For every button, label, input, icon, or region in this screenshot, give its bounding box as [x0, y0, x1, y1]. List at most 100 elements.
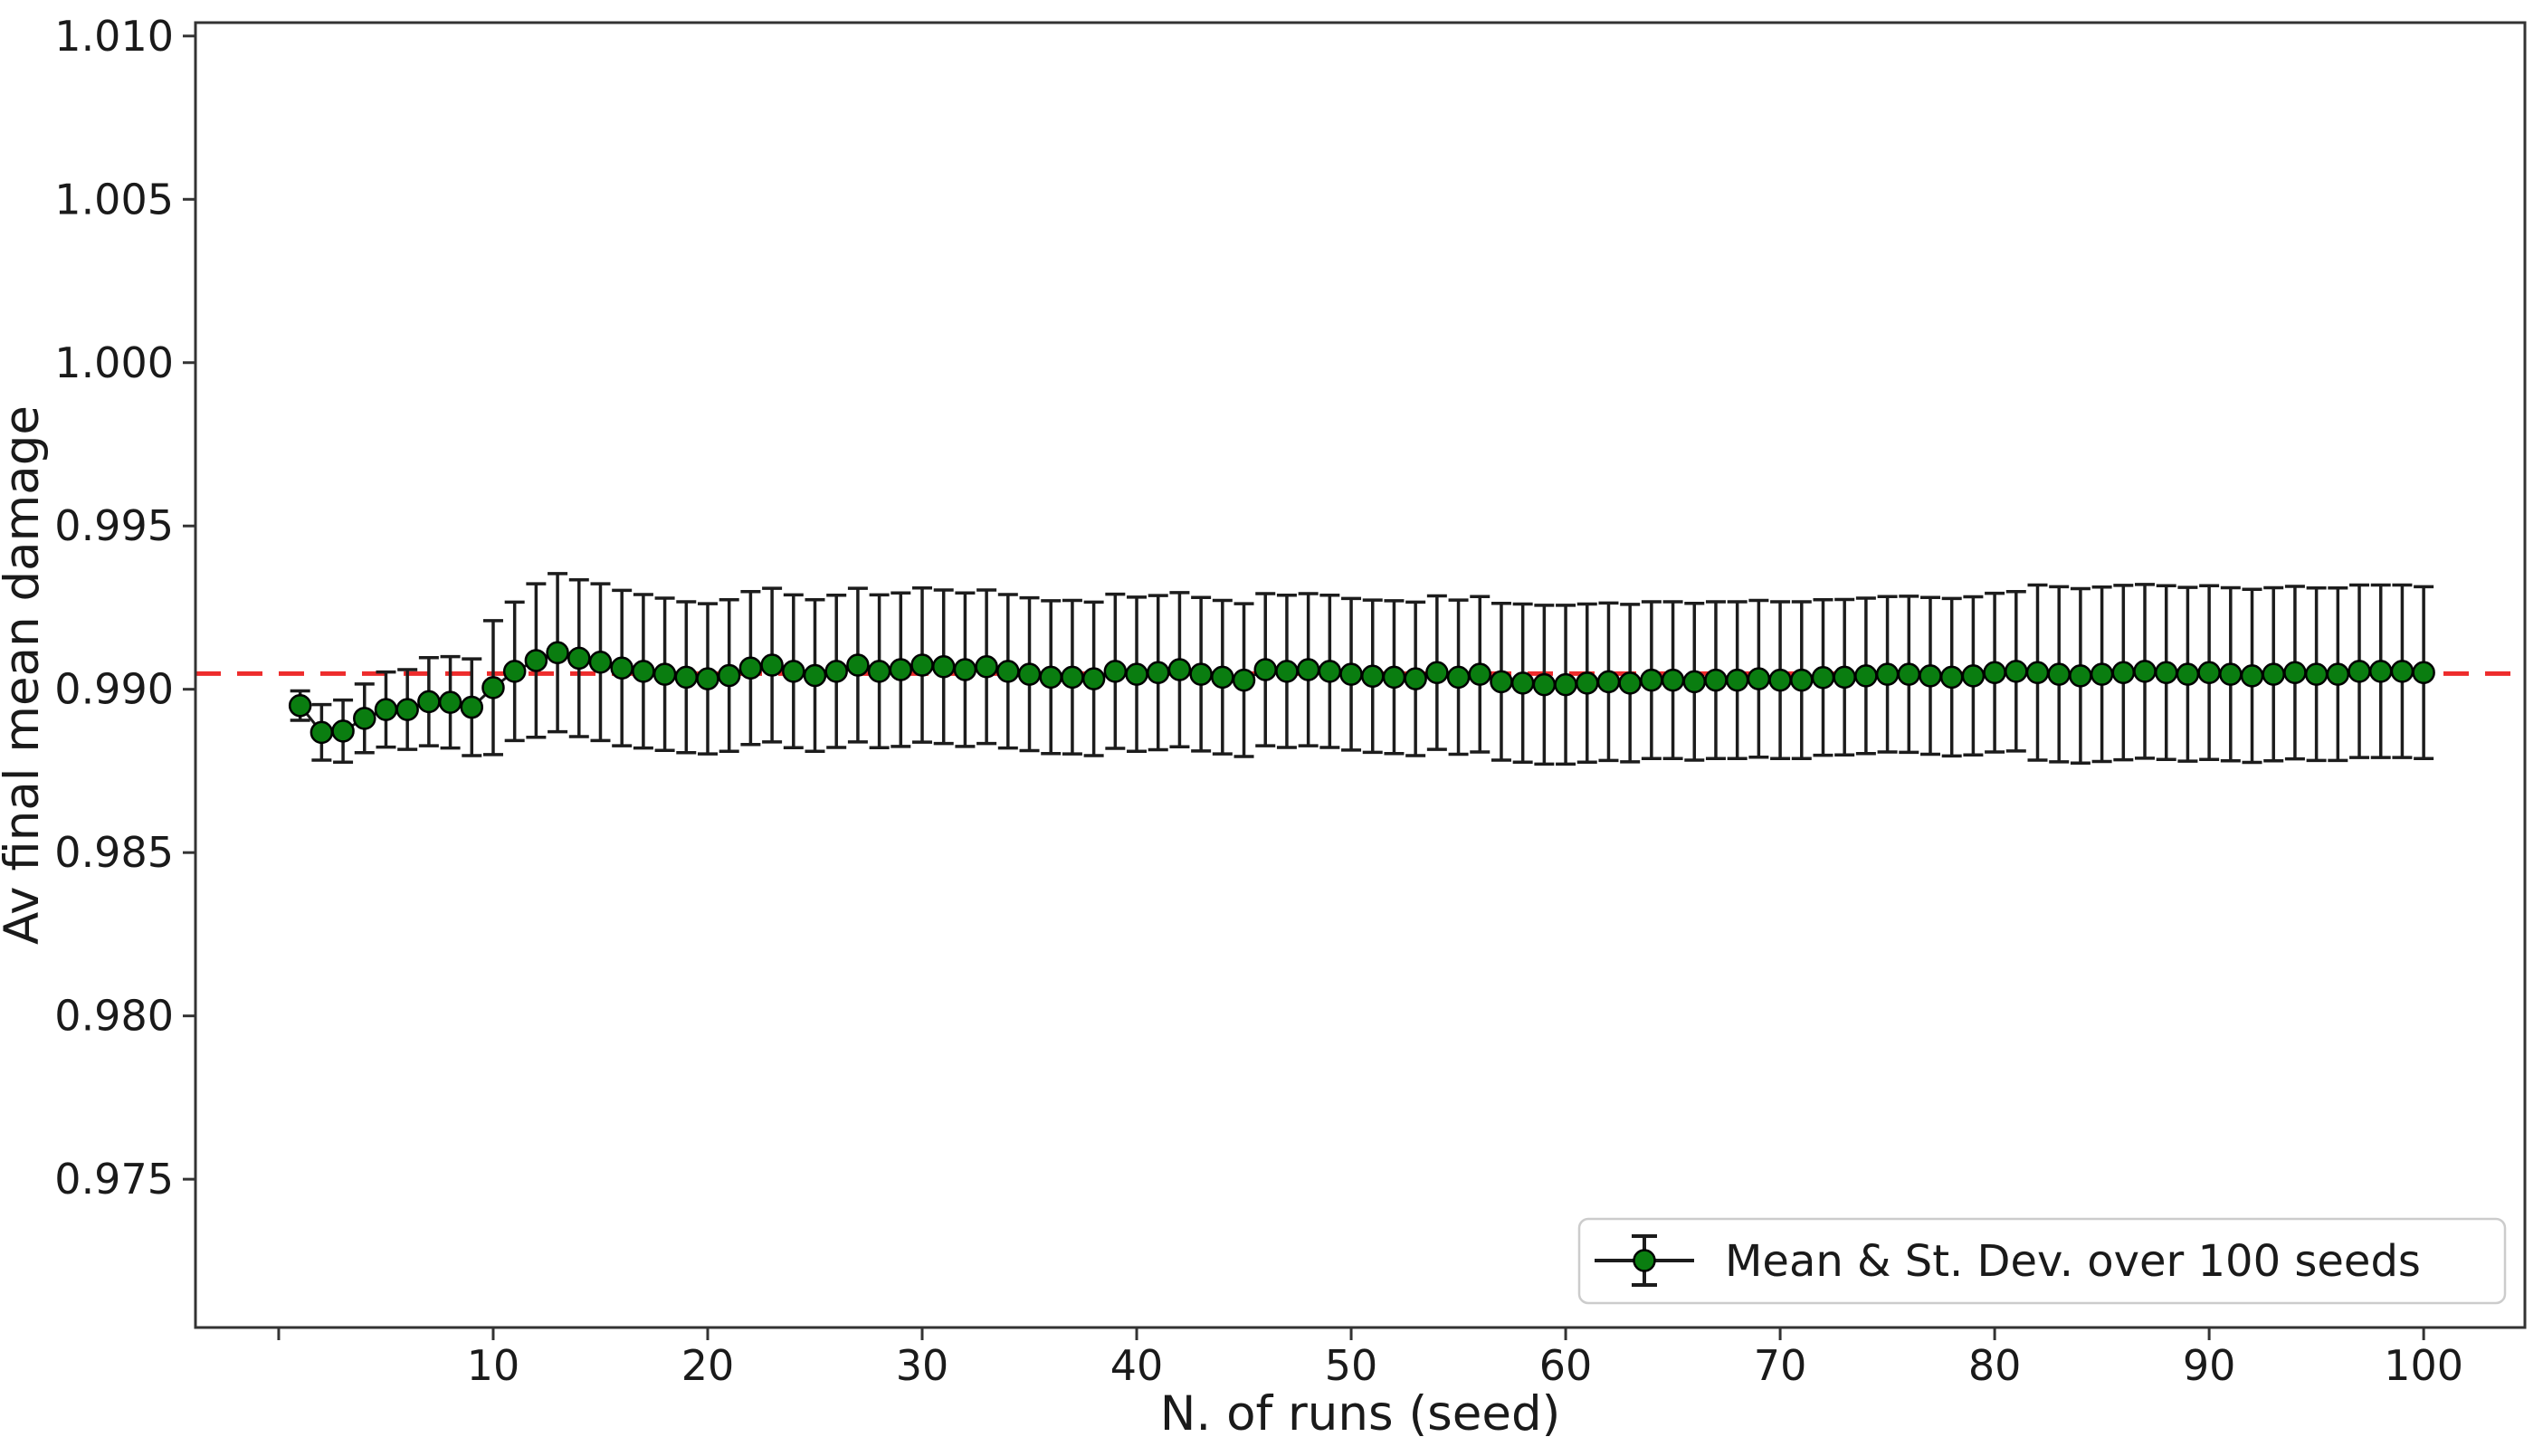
data-point: [1897, 662, 1921, 686]
data-point: [1854, 664, 1878, 688]
data-point: [438, 690, 462, 714]
data-point: [1360, 664, 1385, 689]
data-point: [717, 663, 741, 688]
data-point: [1919, 664, 1942, 688]
data-point: [2304, 662, 2329, 686]
data-point: [1468, 662, 1492, 686]
x-tick-label: 20: [681, 1341, 735, 1390]
data-point: [2262, 662, 2285, 686]
data-point: [1747, 667, 1771, 690]
data-point: [546, 641, 569, 665]
y-tick-label: 0.985: [54, 828, 174, 877]
data-point: [567, 646, 591, 671]
data-point: [2176, 662, 2200, 686]
data-point: [2283, 661, 2307, 685]
data-point: [760, 653, 784, 677]
data-point: [588, 650, 613, 674]
data-point: [524, 649, 548, 672]
data-point: [1983, 661, 2006, 685]
data-point: [1146, 661, 1170, 685]
data-point: [1875, 662, 1900, 686]
x-tick-label: 100: [2384, 1341, 2463, 1390]
data-point: [1833, 665, 1856, 690]
data-point: [1811, 665, 1835, 690]
data-point: [1061, 665, 1084, 690]
data-point: [331, 719, 355, 743]
data-point: [975, 655, 998, 679]
data-point: [2412, 661, 2435, 685]
data-point: [910, 653, 934, 677]
data-point: [2111, 661, 2136, 685]
data-point: [1532, 672, 1557, 697]
data-point: [931, 655, 956, 679]
data-point: [1339, 662, 1363, 686]
data-point: [846, 653, 870, 677]
data-point: [1725, 668, 1749, 692]
data-point: [1167, 658, 1192, 681]
data-point: [1404, 667, 1427, 690]
data-point: [2069, 664, 2092, 688]
data-point: [1576, 671, 1599, 695]
data-point: [2326, 662, 2350, 686]
data-point: [696, 667, 719, 690]
data-point: [1232, 668, 1256, 692]
x-tick-label: 60: [1539, 1341, 1593, 1390]
data-point: [1596, 670, 1621, 694]
data-point: [374, 698, 398, 721]
data-point: [674, 665, 699, 690]
y-tick-label: 0.980: [54, 992, 174, 1041]
data-point: [353, 707, 376, 730]
data-point: [1790, 668, 1814, 692]
data-point: [310, 720, 334, 745]
data-point: [1017, 662, 1042, 686]
data-point: [1554, 672, 1577, 697]
data-point: [1039, 665, 1062, 690]
data-point: [782, 660, 805, 683]
data-point: [1425, 661, 1449, 685]
data-point: [1446, 665, 1471, 690]
data-point: [2197, 661, 2221, 685]
legend-box: [1577, 1217, 2507, 1305]
data-point: [1510, 671, 1535, 695]
data-point: [1961, 664, 1986, 688]
data-point: [1189, 662, 1213, 686]
x-axis-label: N. of runs (seed): [1160, 1386, 1561, 1442]
data-point: [2390, 660, 2414, 683]
y-tick-label: 1.000: [54, 338, 174, 387]
data-point: [502, 660, 527, 683]
data-point: [1618, 671, 1642, 695]
x-tick-label: 40: [1110, 1341, 1164, 1390]
data-point: [1253, 658, 1277, 681]
data-point: [1682, 670, 1707, 694]
plot-border: [194, 21, 2527, 1329]
data-point: [2219, 662, 2243, 686]
data-point: [1103, 660, 1128, 683]
data-point: [953, 658, 977, 681]
legend-label: Mean & St. Dev. over 100 seeds: [1725, 1236, 2421, 1287]
legend-errorbar-marker-icon: [1595, 1234, 1694, 1287]
data-point: [1939, 665, 1964, 690]
data-point: [481, 676, 505, 699]
data-point: [1275, 660, 1299, 683]
legend: Mean & St. Dev. over 100 seeds: [1577, 1217, 2507, 1305]
data-point: [610, 656, 633, 680]
data-point: [803, 663, 827, 688]
data-point: [2368, 660, 2393, 683]
data-point: [2047, 662, 2071, 686]
data-point: [824, 660, 848, 683]
y-tick-label: 1.010: [54, 12, 174, 61]
data-point: [2005, 660, 2028, 683]
x-tick-label: 10: [467, 1341, 520, 1390]
data-point: [395, 698, 419, 721]
data-point: [1211, 665, 1234, 690]
y-axis-label: Av final mean damage: [0, 405, 50, 945]
y-tick-label: 1.005: [54, 175, 174, 224]
data-point: [889, 658, 913, 681]
data-point: [632, 660, 655, 683]
data-point: [1382, 665, 1406, 690]
data-point: [2025, 661, 2050, 685]
data-point: [867, 660, 891, 683]
data-point: [288, 693, 312, 718]
data-point: [2154, 661, 2178, 685]
